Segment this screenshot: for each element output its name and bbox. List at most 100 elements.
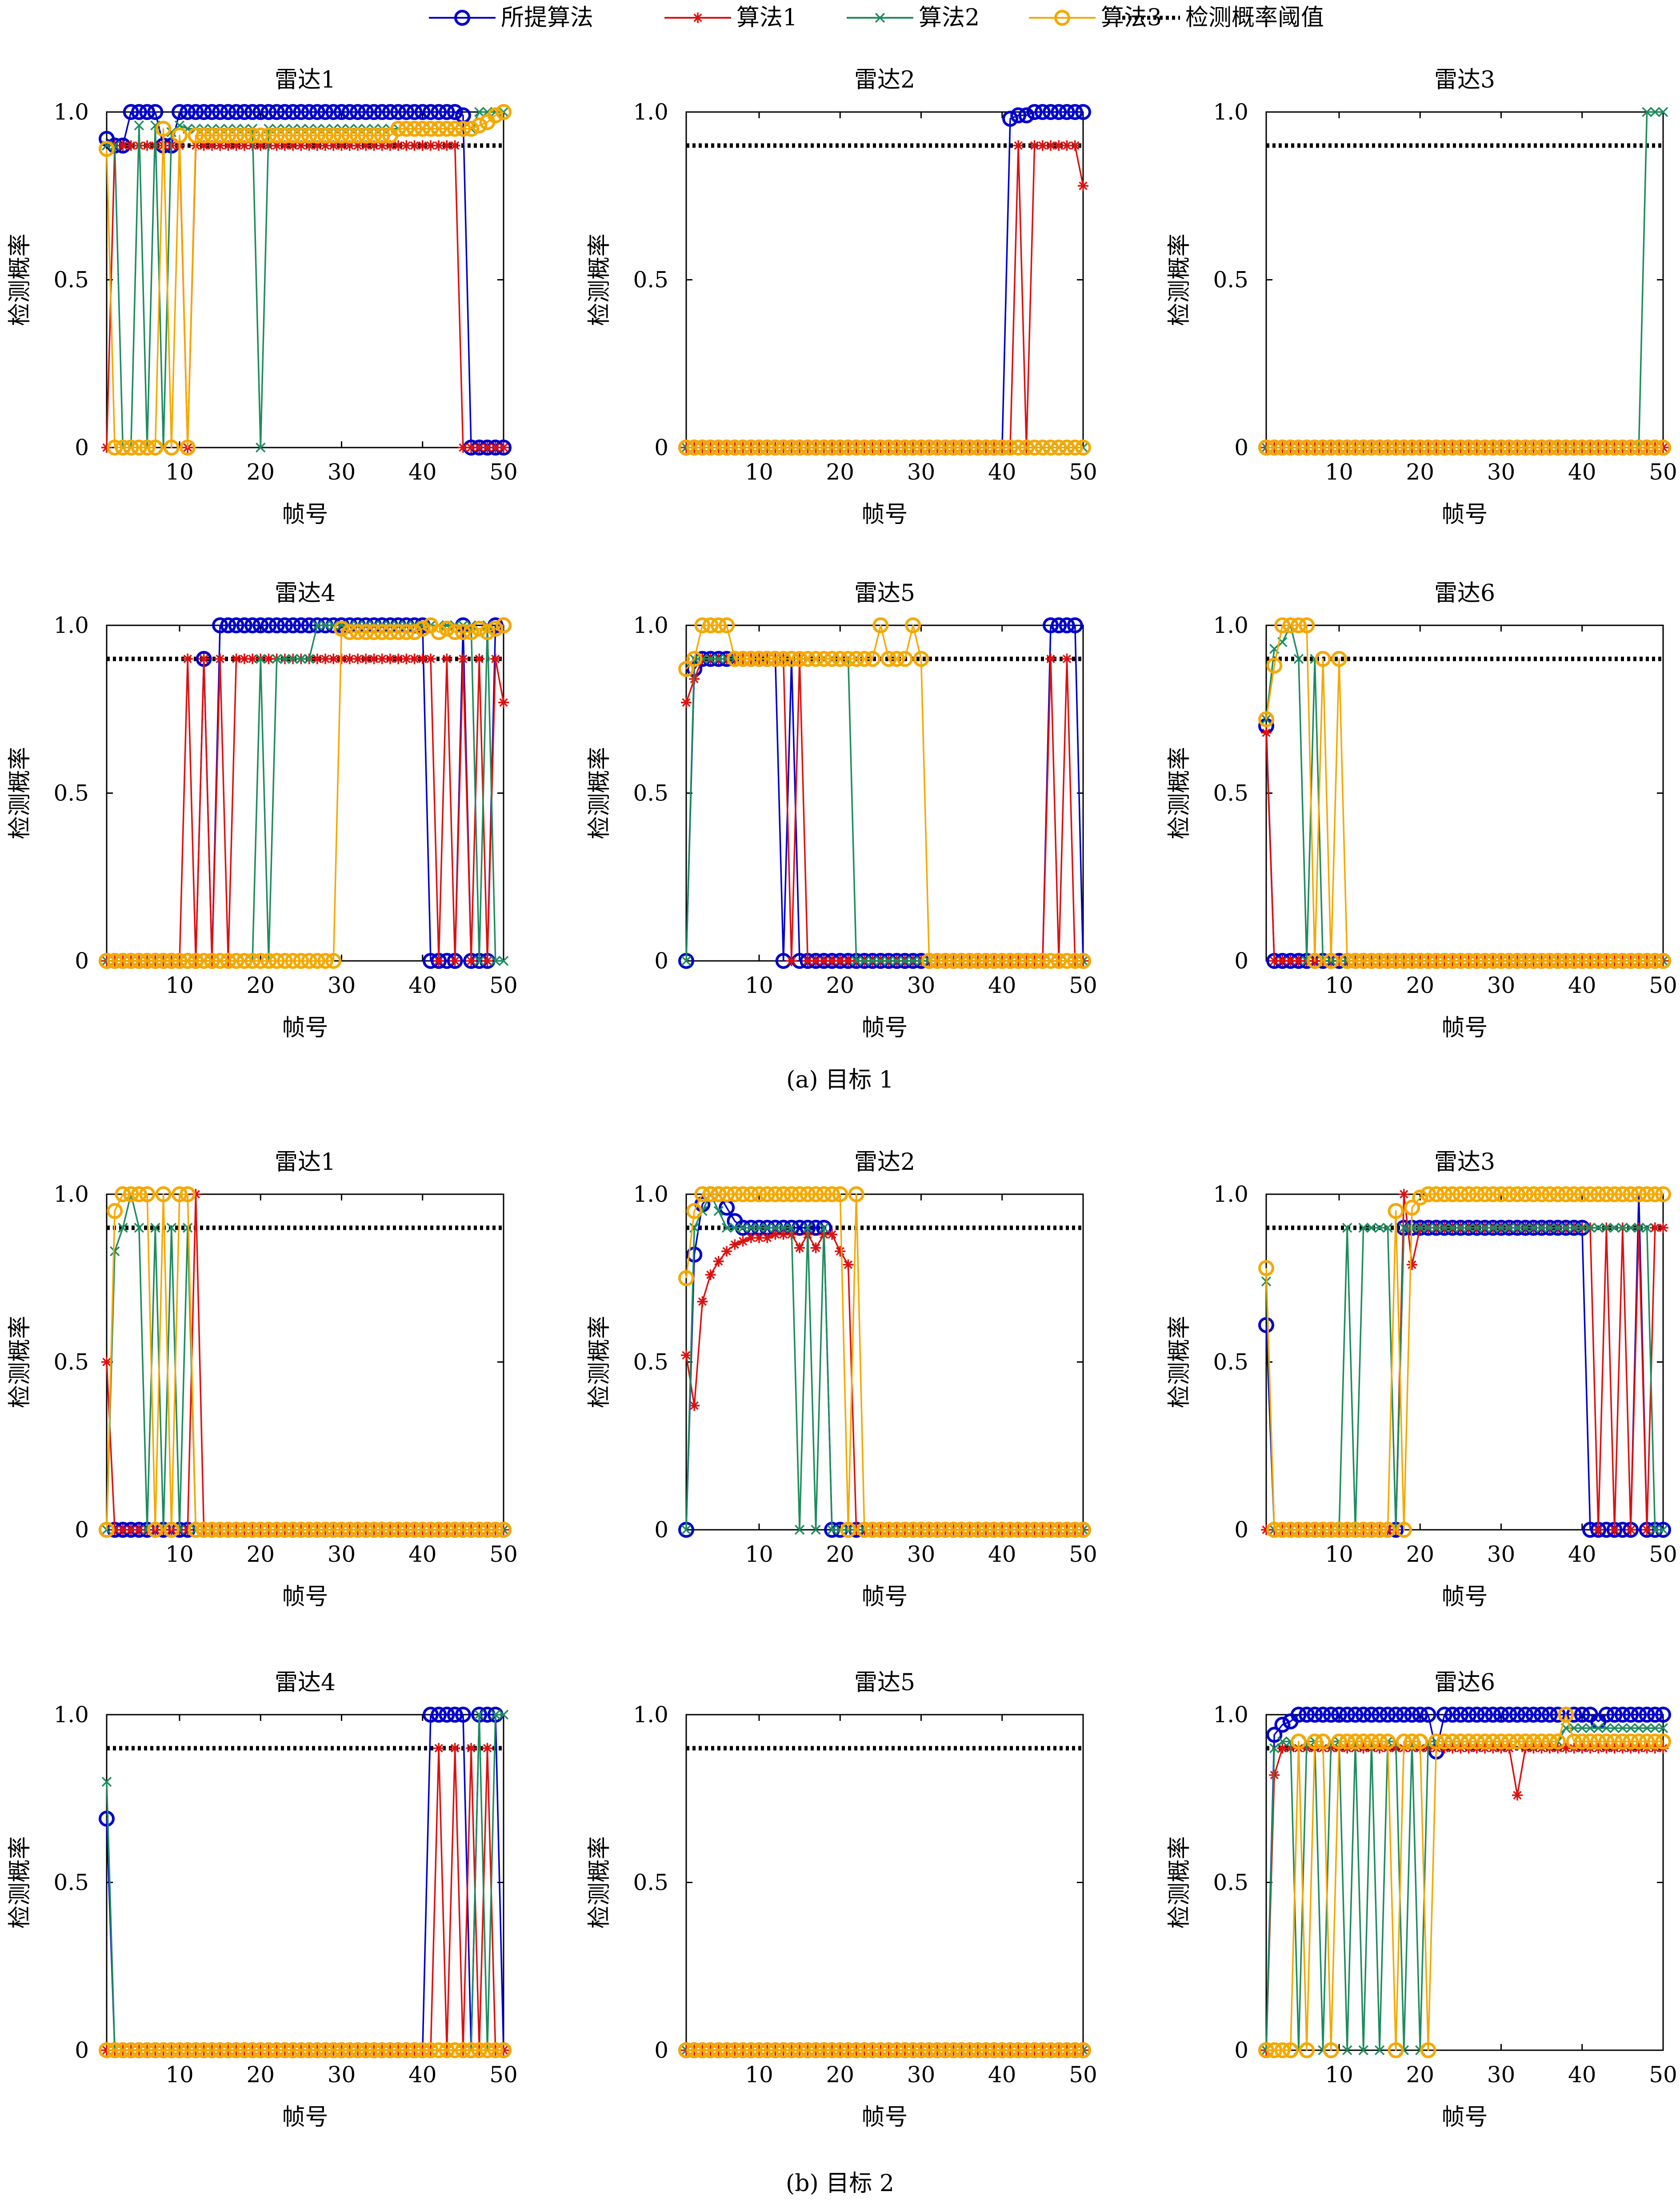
data-point bbox=[482, 442, 493, 453]
data-point bbox=[247, 653, 258, 664]
data-point bbox=[212, 617, 228, 633]
chart-panel: 雷达3 0 0.5 1.0 10 20 30 40 50 帧号 检测概率 bbox=[1166, 67, 1677, 528]
data-point bbox=[109, 1524, 120, 1535]
data-point bbox=[139, 2042, 156, 2058]
data-point bbox=[406, 2042, 423, 2058]
x-tick-label: 20 bbox=[1406, 1541, 1434, 1567]
x-axis-label: 帧号 bbox=[1441, 1015, 1488, 1041]
data-point bbox=[1399, 1223, 1409, 1233]
chart-panel: 雷达1 0 0.5 1.0 10 20 30 40 50 帧号 检测概率 bbox=[7, 1149, 518, 1610]
data-point bbox=[897, 440, 913, 456]
data-point bbox=[702, 617, 719, 633]
data-point bbox=[457, 442, 468, 453]
data-point bbox=[1339, 953, 1356, 969]
data-point bbox=[835, 1246, 846, 1257]
data-point bbox=[1493, 1186, 1509, 1202]
data-point bbox=[1428, 1733, 1444, 1750]
data-point bbox=[1420, 1186, 1436, 1202]
data-point bbox=[328, 620, 339, 631]
data-point bbox=[1372, 1707, 1388, 1723]
data-point bbox=[1380, 1707, 1396, 1723]
data-point bbox=[309, 104, 325, 120]
data-point bbox=[1444, 953, 1461, 969]
data-point bbox=[172, 2042, 188, 2058]
data-point bbox=[1355, 953, 1372, 969]
data-point bbox=[786, 956, 797, 966]
data-point bbox=[1051, 2042, 1067, 2058]
y-tick-label: 1.0 bbox=[633, 612, 668, 638]
data-point bbox=[220, 104, 236, 120]
x-axis-label: 帧号 bbox=[861, 1584, 908, 1610]
data-point bbox=[1059, 1522, 1075, 1538]
x-tick-label: 40 bbox=[408, 1541, 437, 1567]
x-tick-label: 50 bbox=[1649, 1541, 1677, 1567]
panel-title: 雷达4 bbox=[275, 1669, 336, 1696]
data-point bbox=[320, 653, 331, 664]
data-point bbox=[1043, 104, 1059, 120]
x-tick-label: 10 bbox=[1325, 1541, 1353, 1567]
data-point bbox=[172, 953, 188, 969]
data-point bbox=[1274, 2042, 1291, 2058]
data-point bbox=[487, 107, 504, 124]
data-point bbox=[1623, 953, 1639, 969]
data-point bbox=[783, 651, 800, 667]
data-point bbox=[1631, 953, 1647, 969]
data-point bbox=[1642, 1723, 1652, 1733]
data-point bbox=[1634, 1223, 1644, 1233]
data-point bbox=[1067, 617, 1083, 633]
data-point bbox=[244, 127, 261, 144]
data-point bbox=[99, 2042, 115, 2058]
data-point bbox=[816, 1186, 832, 1202]
data-point bbox=[166, 1223, 177, 1233]
data-point bbox=[466, 442, 477, 453]
x-axis-label: 帧号 bbox=[861, 501, 908, 528]
data-point bbox=[1625, 1223, 1636, 1233]
data-point bbox=[1550, 440, 1566, 456]
data-point bbox=[1452, 440, 1469, 456]
data-point bbox=[107, 953, 123, 969]
data-point bbox=[301, 2042, 317, 2058]
data-point bbox=[710, 617, 727, 633]
data-point bbox=[686, 1203, 703, 1219]
data-point bbox=[422, 120, 439, 137]
legend-label: 所提算法 bbox=[501, 4, 593, 31]
data-point bbox=[1439, 1223, 1450, 1233]
data-point bbox=[945, 440, 962, 456]
data-point bbox=[1331, 1733, 1348, 1750]
y-axis-label: 检测概率 bbox=[7, 1316, 33, 1408]
y-tick-label: 1.0 bbox=[633, 1702, 668, 1728]
data-point bbox=[374, 2042, 390, 2058]
data-point bbox=[970, 1522, 986, 1538]
data-point bbox=[864, 1522, 881, 1538]
data-point bbox=[737, 1236, 748, 1247]
caption-b: (b) 目标 2 bbox=[786, 2170, 894, 2197]
panel-title: 雷达6 bbox=[1434, 580, 1495, 607]
x-tick-label: 40 bbox=[1568, 459, 1596, 485]
data-point bbox=[115, 440, 131, 456]
data-point bbox=[1075, 953, 1091, 969]
y-tick-label: 0 bbox=[75, 435, 89, 460]
data-point bbox=[1606, 1186, 1623, 1202]
data-point bbox=[276, 617, 293, 633]
data-point bbox=[856, 651, 872, 667]
data-point bbox=[349, 624, 366, 640]
y-tick-label: 1.0 bbox=[1213, 612, 1248, 638]
data-point bbox=[309, 1522, 325, 1538]
data-point bbox=[1658, 1723, 1668, 1733]
data-point bbox=[1388, 953, 1404, 969]
data-point bbox=[1428, 440, 1444, 456]
data-point bbox=[1477, 953, 1493, 969]
x-tick-label: 20 bbox=[826, 972, 854, 998]
y-tick-label: 0.5 bbox=[1213, 1349, 1248, 1375]
x-axis-label: 帧号 bbox=[1441, 1584, 1488, 1610]
data-point bbox=[131, 1186, 147, 1202]
data-point bbox=[390, 1522, 407, 1538]
data-point bbox=[1485, 1186, 1501, 1202]
data-point bbox=[953, 2042, 970, 2058]
data-point bbox=[888, 2042, 905, 2058]
data-point bbox=[1315, 440, 1331, 456]
data-point bbox=[1067, 104, 1083, 120]
data-point bbox=[1428, 1186, 1444, 1202]
data-point bbox=[1331, 440, 1348, 456]
